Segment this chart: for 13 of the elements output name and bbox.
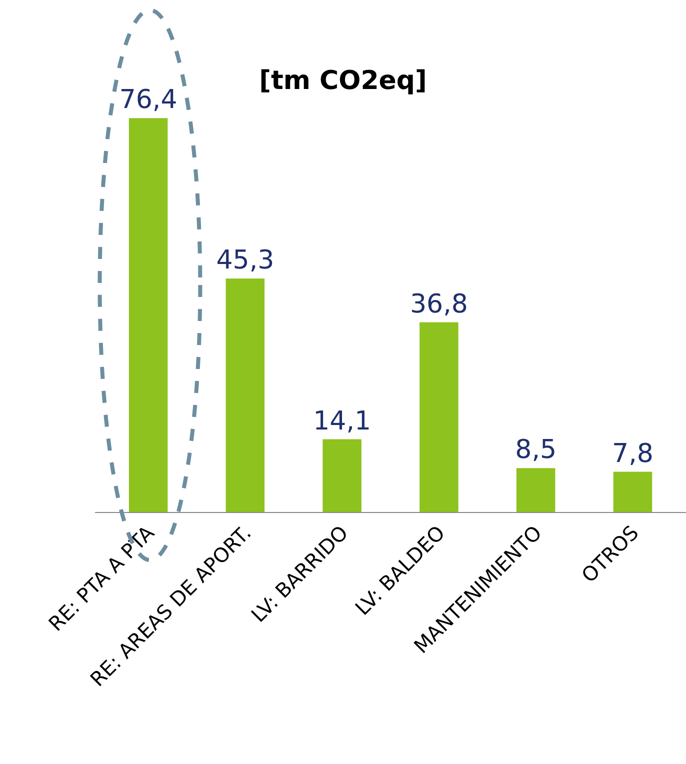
data-label: 45,3 [216, 245, 274, 276]
data-label: 8,5 [515, 435, 557, 466]
data-label: 14,1 [313, 406, 371, 436]
chart-title: [tm CO2eq] [259, 66, 427, 96]
bar [226, 278, 265, 512]
bar [613, 472, 652, 512]
data-label: 36,8 [410, 289, 468, 320]
bar [128, 118, 168, 512]
data-label: 76,4 [119, 85, 178, 116]
bar [322, 439, 362, 512]
bar [420, 322, 458, 512]
data-label: 7,8 [612, 438, 654, 469]
bar [516, 468, 556, 512]
